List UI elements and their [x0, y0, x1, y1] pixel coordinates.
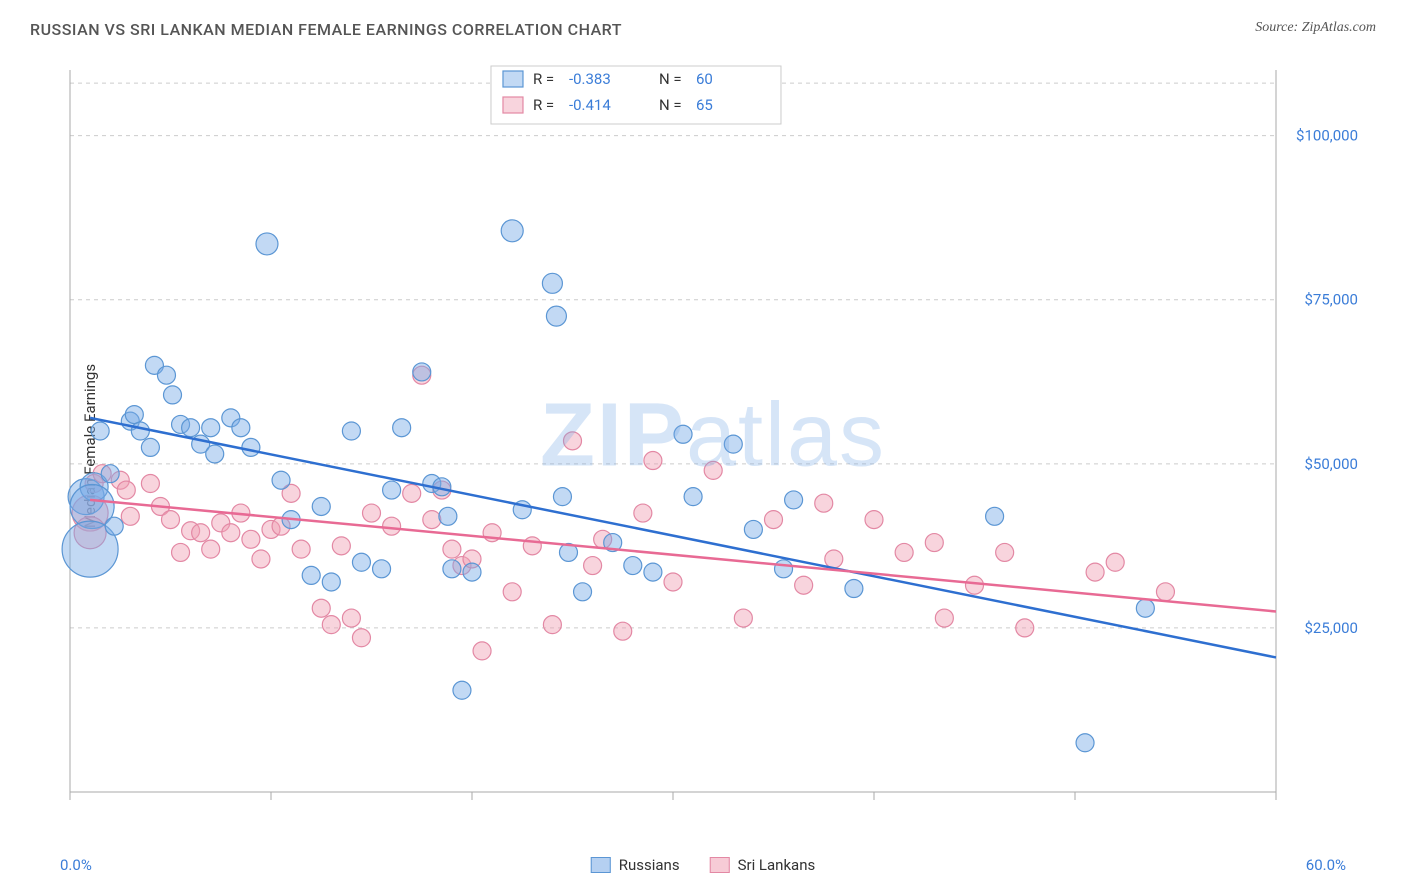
svg-text:R =: R =: [533, 96, 554, 114]
x-axis-start-label: 0.0%: [60, 856, 92, 874]
svg-text:$50,000: $50,000: [1304, 455, 1358, 473]
svg-text:R =: R =: [533, 70, 554, 88]
svg-text:65: 65: [696, 96, 713, 114]
svg-text:N =: N =: [659, 96, 682, 114]
legend-swatch-blue: [591, 857, 611, 873]
chart-title: RUSSIAN VS SRI LANKAN MEDIAN FEMALE EARN…: [30, 20, 622, 39]
x-axis-end-label: 60.0%: [1306, 856, 1346, 874]
legend-label: Russians: [619, 856, 680, 874]
svg-text:N =: N =: [659, 70, 682, 88]
svg-text:$75,000: $75,000: [1304, 291, 1358, 309]
chart-svg: $25,000 $50,000 $75,000 $100,000 R = -0.383 N …: [60, 60, 1366, 822]
legend-label: Sri Lankans: [738, 856, 816, 874]
svg-text:-0.383: -0.383: [569, 70, 611, 88]
legend-item-srilankans: Sri Lankans: [710, 856, 816, 874]
svg-text:$100,000: $100,000: [1296, 127, 1358, 145]
legend-item-russians: Russians: [591, 856, 680, 874]
legend-swatch-pink: [710, 857, 730, 873]
bottom-legend: Russians Sri Lankans: [591, 856, 816, 874]
svg-text:-0.414: -0.414: [569, 96, 611, 114]
plot-area: ZIPatlas $25,000$50,000$75,000$100,000R …: [60, 60, 1366, 822]
chart-container: RUSSIAN VS SRI LANKAN MEDIAN FEMALE EARN…: [0, 0, 1406, 892]
svg-text:$25,000: $25,000: [1304, 619, 1358, 637]
svg-text:60: 60: [696, 70, 713, 88]
source-label: Source: ZipAtlas.com: [1255, 20, 1376, 36]
